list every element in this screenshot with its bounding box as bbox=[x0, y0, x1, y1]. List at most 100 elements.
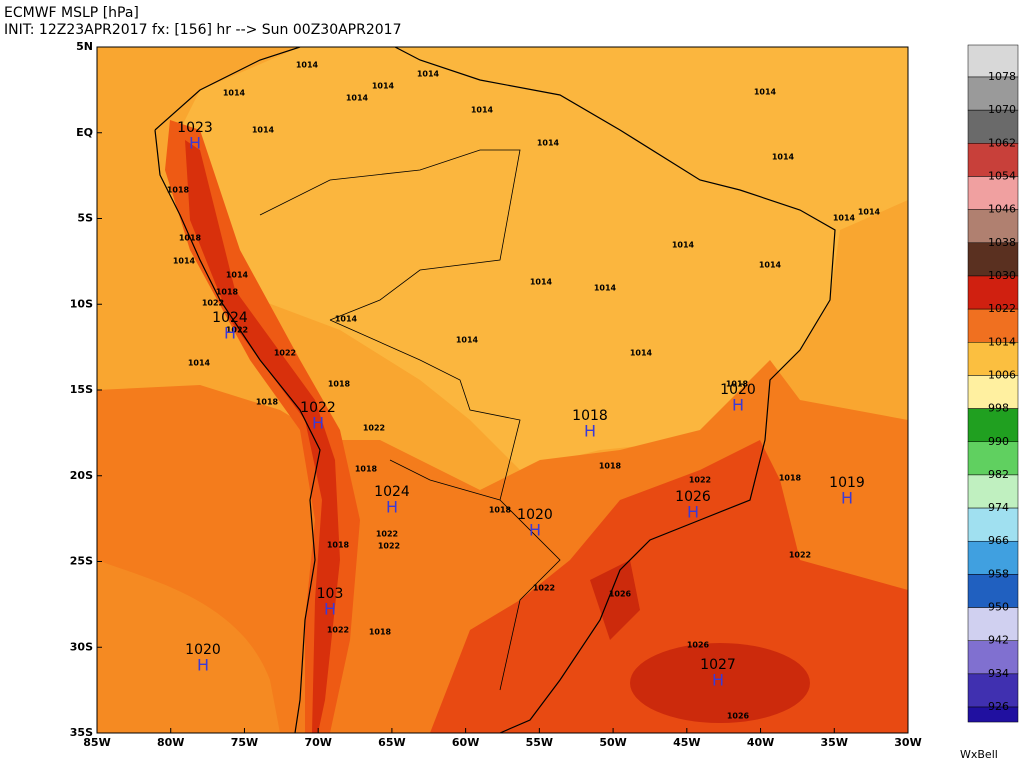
high-marker: H bbox=[712, 671, 724, 690]
colorbar-label: 1014 bbox=[988, 335, 1016, 348]
colorbar-label: 1070 bbox=[988, 103, 1016, 116]
high-value: 1024 bbox=[374, 484, 410, 500]
contour-label: 1014 bbox=[754, 88, 777, 97]
colorbar-label: 982 bbox=[988, 468, 1009, 481]
high-value: 1022 bbox=[300, 400, 336, 416]
contour-label: 1022 bbox=[533, 584, 555, 593]
high-value: 1020 bbox=[185, 642, 221, 658]
andes-peak bbox=[185, 140, 340, 733]
lat-label: 10S bbox=[70, 297, 93, 310]
high-value: 103 bbox=[317, 586, 344, 602]
lat-label: 20S bbox=[70, 469, 93, 482]
high-marker: H bbox=[584, 422, 596, 441]
contour-label: 1014 bbox=[537, 139, 560, 148]
lon-label: 30W bbox=[894, 736, 921, 749]
borders bbox=[259, 149, 561, 691]
lon-label: 85W bbox=[83, 736, 110, 749]
contour-label: 1022 bbox=[689, 476, 711, 485]
contour-label: 1026 bbox=[727, 712, 750, 721]
contour-label: 1018 bbox=[327, 541, 350, 550]
contour-label: 1014 bbox=[335, 315, 358, 324]
contour-label: 1022 bbox=[226, 326, 248, 335]
high-value: 1026 bbox=[675, 489, 711, 505]
high-marker: H bbox=[529, 521, 541, 540]
high-marker: H bbox=[841, 489, 853, 508]
contour-label: 1018 bbox=[355, 465, 378, 474]
contour-label: 1014 bbox=[188, 359, 211, 368]
contour-label: 1022 bbox=[376, 530, 398, 539]
contour-label: 1014 bbox=[173, 257, 196, 266]
colorbar-band bbox=[967, 176, 1019, 210]
colorbar-label: 1006 bbox=[988, 368, 1016, 381]
lon-label: 40W bbox=[747, 736, 774, 749]
contour-label: 1022 bbox=[789, 551, 811, 560]
lat-label: EQ bbox=[76, 126, 93, 139]
contour-label: 1014 bbox=[471, 106, 494, 115]
colorbar-label: 1062 bbox=[988, 136, 1016, 149]
colorbar-label: 966 bbox=[988, 534, 1009, 547]
colorbar-band bbox=[967, 209, 1019, 244]
high-marker: H bbox=[324, 600, 336, 619]
colorbar-label: 990 bbox=[988, 435, 1009, 448]
high-value: 1019 bbox=[829, 475, 865, 491]
high-marker: H bbox=[224, 324, 236, 343]
colorbar-band bbox=[967, 507, 1019, 542]
lat-label: 5S bbox=[77, 212, 93, 225]
colorbar-band bbox=[967, 109, 1019, 144]
contour-label: 1018 bbox=[369, 628, 392, 637]
contour-label: 1022 bbox=[202, 299, 224, 308]
lon-label: 65W bbox=[378, 736, 405, 749]
colorbar-band bbox=[967, 375, 1019, 409]
high-value: 1020 bbox=[720, 382, 756, 398]
lon-label: 45W bbox=[673, 736, 700, 749]
high-marker: H bbox=[732, 396, 744, 415]
contour-label: 1018 bbox=[726, 380, 749, 389]
contour-label: 1014 bbox=[672, 241, 695, 250]
contour-label: 1014 bbox=[759, 261, 782, 270]
colorbar-band bbox=[967, 408, 1019, 443]
lon-label: 80W bbox=[157, 736, 184, 749]
colorbar-band bbox=[967, 574, 1019, 608]
contour-label: 1018 bbox=[328, 380, 351, 389]
colorbar-label: 1030 bbox=[988, 269, 1016, 282]
lat-label: 15S bbox=[70, 383, 93, 396]
contour-label: 1014 bbox=[296, 61, 319, 70]
contour-label: 1014 bbox=[346, 94, 369, 103]
colorbar-band bbox=[967, 640, 1019, 675]
contour-label: 1014 bbox=[530, 278, 553, 287]
colorbar-label: 950 bbox=[988, 601, 1009, 614]
contour-label: 1018 bbox=[216, 288, 239, 297]
lat-label: 30S bbox=[70, 640, 93, 653]
lon-label: 35W bbox=[821, 736, 848, 749]
contour-label: 1018 bbox=[489, 506, 512, 515]
contour-label: 1018 bbox=[167, 186, 190, 195]
contour-label: 1014 bbox=[833, 214, 856, 223]
field-1018-west bbox=[97, 560, 280, 733]
colorbar-label: 974 bbox=[988, 501, 1009, 514]
colorbar-label: 1054 bbox=[988, 169, 1016, 182]
field-1026 bbox=[630, 643, 810, 723]
high-marker: H bbox=[687, 503, 699, 522]
lon-label: 70W bbox=[304, 736, 331, 749]
lon-label: 50W bbox=[599, 736, 626, 749]
contour-label: 1014 bbox=[252, 126, 275, 135]
contour-label: 1026 bbox=[609, 590, 632, 599]
contour-label: 1014 bbox=[372, 82, 395, 91]
colorbar-band bbox=[967, 540, 1019, 575]
high-marker: H bbox=[386, 498, 398, 517]
contour-label: 1018 bbox=[779, 474, 802, 483]
high-value: 1024 bbox=[212, 310, 248, 326]
colorbar-label: 942 bbox=[988, 634, 1009, 647]
colorbar-label: 1078 bbox=[988, 70, 1016, 83]
lon-label: 75W bbox=[231, 736, 258, 749]
field-1026-coast bbox=[590, 560, 640, 640]
field-1014 bbox=[170, 47, 908, 470]
colorbar-label: 934 bbox=[988, 667, 1009, 680]
contour-label: 1014 bbox=[226, 271, 249, 280]
colorbar-label: 1038 bbox=[988, 236, 1016, 249]
contour-label: 1018 bbox=[256, 398, 279, 407]
subtitle: INIT: 12Z23APR2017 fx: [156] hr --> Sun … bbox=[4, 22, 401, 38]
contour-label: 1014 bbox=[772, 153, 795, 162]
contour-label: 1018 bbox=[599, 462, 622, 471]
